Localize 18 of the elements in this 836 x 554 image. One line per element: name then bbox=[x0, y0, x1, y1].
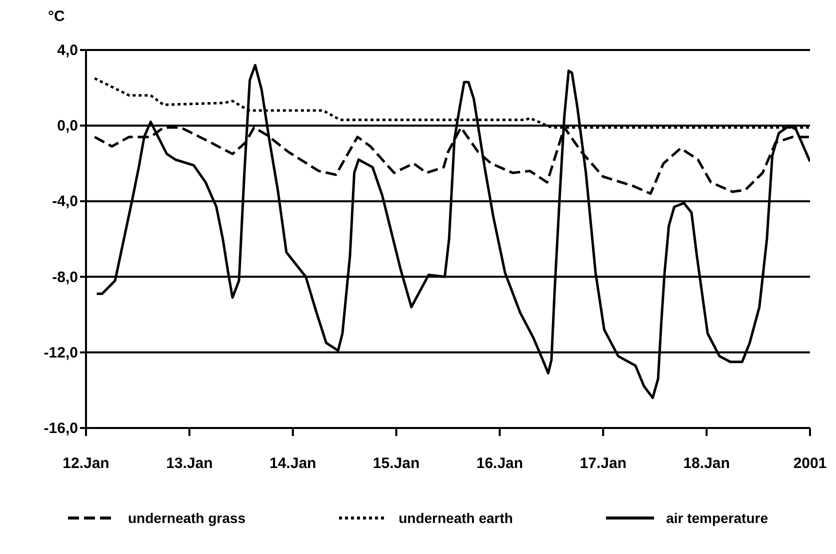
y-tick-label: 0,0 bbox=[57, 118, 78, 135]
x-tick-label: 12.Jan bbox=[62, 455, 110, 472]
y-tick-label: -16,0 bbox=[44, 420, 78, 437]
x-tick-label: 13.Jan bbox=[166, 455, 213, 472]
x-tick-label: 16.Jan bbox=[476, 455, 524, 472]
legend-label: underneath grass bbox=[128, 510, 246, 526]
x-tick-label: 18.Jan bbox=[683, 455, 730, 472]
legend-label: underneath earth bbox=[398, 510, 513, 526]
y-axis-title: °C bbox=[48, 8, 65, 25]
x-tick-label: 14.Jan bbox=[270, 455, 316, 472]
legend-label: air temperature bbox=[666, 510, 768, 526]
y-tick-label: -8,0 bbox=[52, 268, 78, 286]
y-tick-label: -12,0 bbox=[44, 344, 78, 362]
y-tick-label: -4,0 bbox=[52, 193, 78, 210]
x-tick-label: 15.Jan bbox=[372, 455, 420, 472]
x-tick-label: 2001 bbox=[793, 455, 827, 472]
y-tick-label: 4,0 bbox=[57, 42, 78, 59]
x-tick-label: 17.Jan bbox=[580, 455, 626, 472]
